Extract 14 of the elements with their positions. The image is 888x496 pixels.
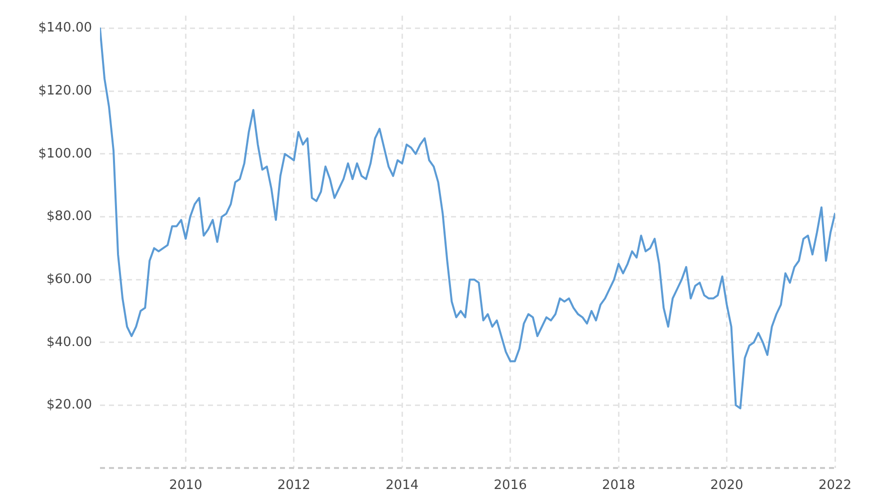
y-tick-label: $80.00 [46, 209, 92, 224]
x-tick-label: 2018 [602, 478, 636, 494]
y-tick-label: $40.00 [46, 334, 92, 350]
y-tick-label: $60.00 [46, 272, 92, 287]
x-tick-label: 2020 [710, 478, 744, 494]
x-tick-label: 2016 [494, 478, 527, 494]
y-tick-label: $120.00 [38, 84, 92, 99]
y-tick-label: $140.00 [38, 20, 92, 36]
x-tick-label: 2012 [277, 478, 310, 494]
x-tick-label: 2014 [386, 478, 419, 494]
x-tick-label: 2022 [818, 478, 852, 494]
y-tick-label: $100.00 [38, 146, 92, 162]
x-tick-label: 2010 [169, 478, 202, 494]
y-tick-label: $20.00 [46, 398, 92, 413]
